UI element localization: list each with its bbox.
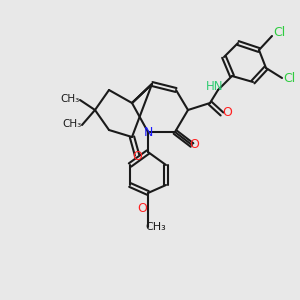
Text: CH₃: CH₃ — [146, 222, 167, 232]
Text: O: O — [222, 106, 232, 119]
Text: O: O — [137, 202, 147, 215]
Text: N: N — [143, 125, 153, 139]
Text: O: O — [132, 149, 142, 163]
Text: O: O — [189, 139, 199, 152]
Text: Cl: Cl — [273, 26, 285, 40]
Text: CH₃: CH₃ — [62, 119, 82, 129]
Text: Cl: Cl — [283, 71, 295, 85]
Text: HN: HN — [206, 80, 224, 94]
Text: CH₃: CH₃ — [60, 94, 80, 104]
